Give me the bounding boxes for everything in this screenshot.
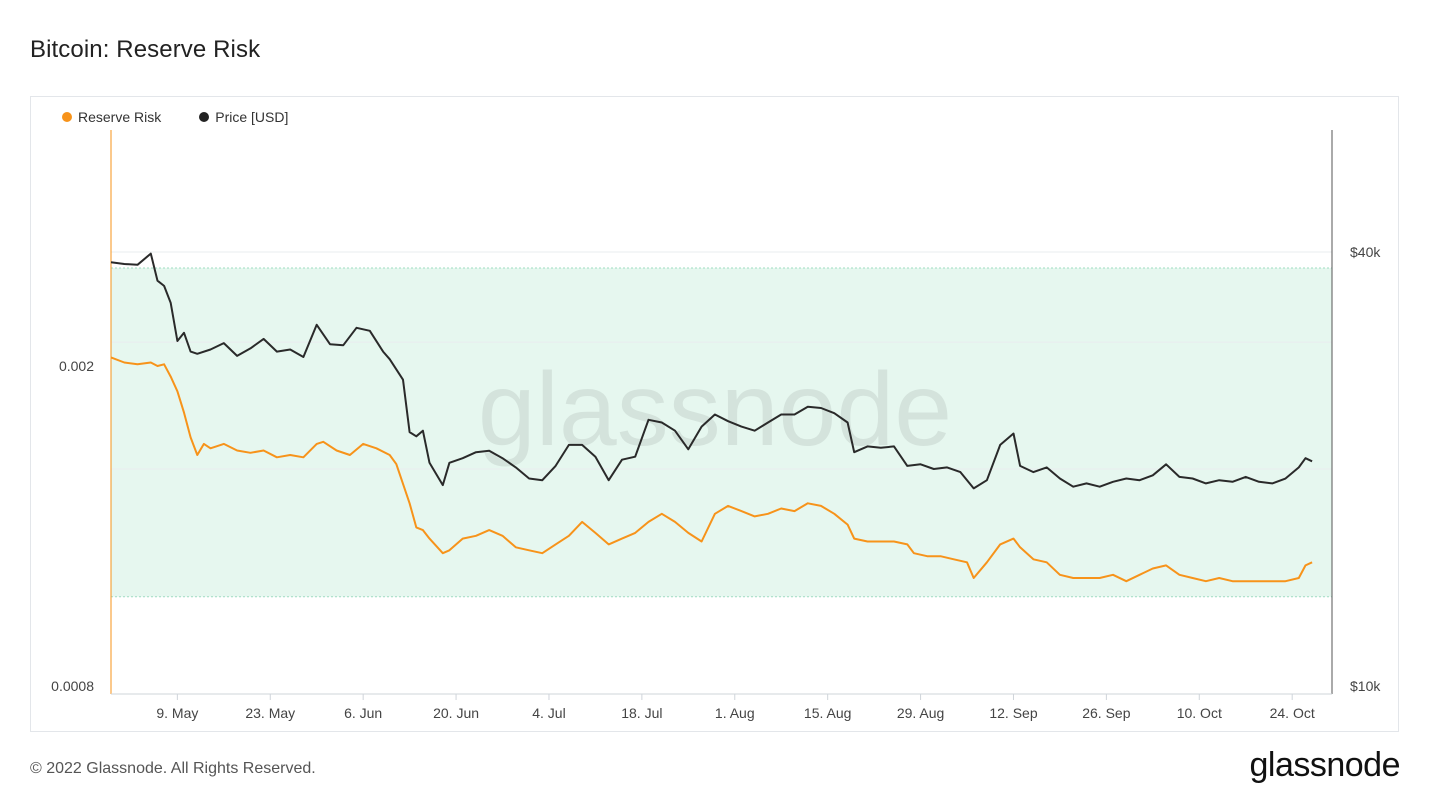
legend-dot-price xyxy=(199,112,210,122)
legend-label-reserve-risk: Reserve Risk xyxy=(78,109,162,125)
x-tick-label: 20. Jun xyxy=(433,705,479,721)
y-right-tick-label: $10k xyxy=(1350,678,1381,694)
x-tick-label: 24. Oct xyxy=(1270,705,1315,721)
watermark: glassnode xyxy=(478,352,952,468)
x-tick-label: 6. Jun xyxy=(344,705,382,721)
chart-legend: Reserve Risk Price [USD] xyxy=(62,109,288,125)
series-line-price[interactable] xyxy=(110,252,1313,490)
x-tick-label: 29. Aug xyxy=(897,705,945,721)
x-tick-label: 26. Sep xyxy=(1082,705,1130,721)
band-layer xyxy=(111,267,1332,598)
series-line-reserve-risk[interactable] xyxy=(110,356,1313,583)
legend-label-price: Price [USD] xyxy=(215,109,289,125)
x-tick-label: 9. May xyxy=(156,705,198,721)
y-right-tick-label: $40k xyxy=(1350,244,1381,260)
y-left-tick-label: 0.002 xyxy=(59,358,94,374)
legend-dot-reserve-risk xyxy=(62,112,72,122)
footer-copyright: © 2022 Glassnode. All Rights Reserved. xyxy=(30,760,316,777)
chart-title: Bitcoin: Reserve Risk xyxy=(30,36,261,63)
series-layer[interactable] xyxy=(110,252,1313,583)
axes-layer: 0.002 0.0008 $40k $10k 9. May 23. May 6. Jun 20… xyxy=(51,130,1381,721)
x-tick-label: 1. Aug xyxy=(715,705,755,721)
x-tick-label: 4. Jul xyxy=(532,705,565,721)
band-area xyxy=(111,268,1332,597)
x-tick-label: 15. Aug xyxy=(804,705,852,721)
x-tick-label: 23. May xyxy=(245,705,295,721)
glassnode-logo[interactable]: glassnode xyxy=(1249,746,1400,784)
legend-item-reserve-risk[interactable]: Reserve Risk xyxy=(62,109,161,125)
legend-item-price[interactable]: Price [USD] xyxy=(199,109,288,125)
x-tick-label: 18. Jul xyxy=(621,705,662,721)
y-left-tick-label: 0.0008 xyxy=(51,678,94,694)
grid-layer xyxy=(111,251,1332,470)
x-tick-label: 12. Sep xyxy=(989,705,1037,721)
x-tick-label: 10. Oct xyxy=(1177,705,1222,721)
